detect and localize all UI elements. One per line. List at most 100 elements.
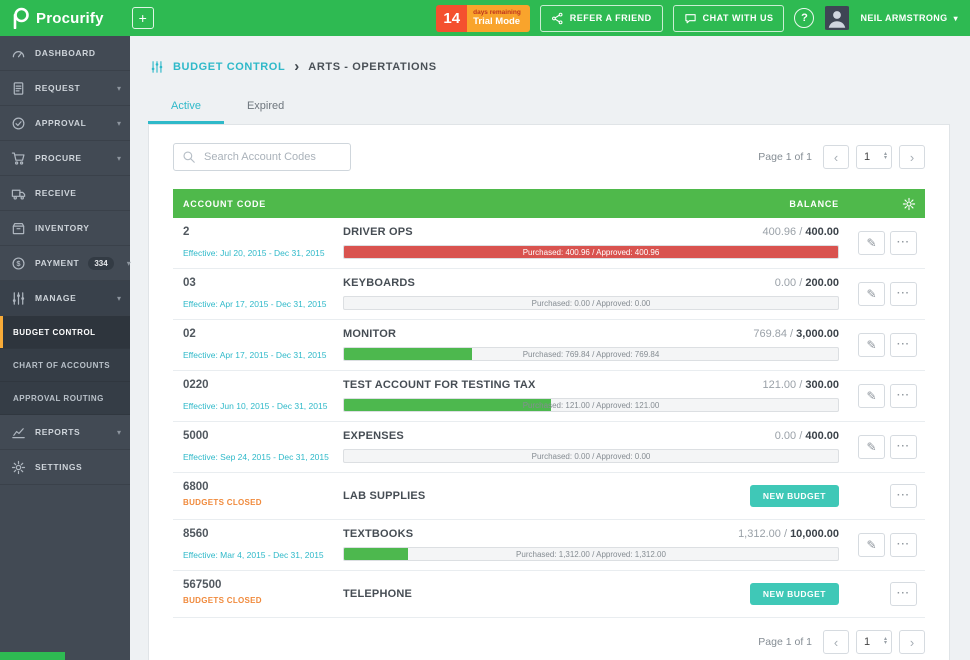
- stepper-arrows-icon[interactable]: ▴ ▾: [883, 151, 887, 161]
- sidebar-item-receive[interactable]: RECEIVE ▾: [0, 176, 130, 211]
- table-row: 8560 Effective: Mar 4, 2015 - Dec 31, 20…: [173, 520, 925, 571]
- edit-budget-button[interactable]: ✎: [858, 532, 885, 557]
- more-actions-button[interactable]: ···: [890, 332, 917, 357]
- balance-amounts: 769.84 / 3,000.00: [753, 328, 839, 340]
- budget-progress-label: Purchased: 1,312.00 / Approved: 1,312.00: [516, 549, 666, 559]
- approval-icon: [11, 116, 26, 131]
- user-menu[interactable]: NEIL ARMSTRONG ▾: [860, 13, 958, 23]
- budget-progress-label: Purchased: 0.00 / Approved: 0.00: [531, 451, 651, 461]
- ellipsis-icon: ···: [897, 287, 910, 299]
- breadcrumb-chevron-icon: ›: [294, 58, 300, 75]
- budget-progress-bar: Purchased: 1,312.00 / Approved: 1,312.00: [343, 547, 839, 561]
- sidebar-submenu-manage: BUDGET CONTROL CHART OF ACCOUNTS APPROVA…: [0, 316, 130, 415]
- reports-icon: [11, 425, 26, 440]
- edit-budget-button[interactable]: ✎: [858, 434, 885, 459]
- payment-icon: $: [11, 256, 26, 271]
- prev-page-button[interactable]: ‹: [823, 630, 849, 654]
- approved-limit: 200.00: [805, 277, 839, 289]
- sidebar-item-reports[interactable]: REPORTS ▾: [0, 415, 130, 450]
- sidebar-subitem-chart-of-accounts[interactable]: CHART OF ACCOUNTS: [0, 349, 130, 382]
- share-icon: [551, 12, 564, 25]
- account-code-cell: 8560 Effective: Mar 4, 2015 - Dec 31, 20…: [173, 528, 343, 561]
- more-actions-button[interactable]: ···: [890, 581, 917, 606]
- trial-badge[interactable]: 14 days remaining Trial Mode: [436, 4, 530, 32]
- edit-budget-button[interactable]: ✎: [858, 383, 885, 408]
- account-name: KEYBOARDS: [343, 277, 416, 289]
- dashboard-icon: [11, 46, 26, 61]
- more-actions-button[interactable]: ···: [890, 532, 917, 557]
- budget-progress-fill: [344, 348, 473, 360]
- chat-with-us-button[interactable]: CHAT WITH US: [672, 4, 785, 32]
- sidebar-item-label: REPORTS: [35, 427, 81, 437]
- user-name: NEIL ARMSTRONG: [860, 13, 948, 23]
- more-actions-button[interactable]: ···: [890, 383, 917, 408]
- prev-page-button[interactable]: ‹: [823, 145, 849, 169]
- sidebar-item-dashboard[interactable]: DASHBOARD ▾: [0, 36, 130, 71]
- effective-dates: Effective: Apr 17, 2015 - Dec 31, 2015: [183, 350, 327, 360]
- edit-budget-button[interactable]: ✎: [858, 230, 885, 255]
- account-name: EXPENSES: [343, 430, 404, 442]
- table-row: 5000 Effective: Sep 24, 2015 - Dec 31, 2…: [173, 422, 925, 473]
- quick-add-button[interactable]: +: [131, 7, 154, 29]
- trial-remaining-label: days remaining: [473, 9, 521, 16]
- account-code-cell: 0220 Effective: Jun 10, 2015 - Dec 31, 2…: [173, 379, 343, 412]
- sidebar-item-procure[interactable]: PROCURE ▾: [0, 141, 130, 176]
- more-actions-button[interactable]: ···: [890, 230, 917, 255]
- account-detail-cell: TELEPHONE NEW BUDGET: [343, 579, 839, 608]
- more-actions-button[interactable]: ···: [890, 281, 917, 306]
- next-page-button[interactable]: ›: [899, 145, 925, 169]
- budget-progress-label: Purchased: 769.84 / Approved: 769.84: [522, 349, 660, 359]
- sidebar-subitem-label: BUDGET CONTROL: [13, 327, 96, 337]
- table-toolbar: Page 1 of 1 ‹ 1 ▴▾ ›: [173, 143, 925, 171]
- search-input[interactable]: [173, 143, 351, 171]
- more-actions-button[interactable]: ···: [890, 434, 917, 459]
- effective-dates: Effective: Jul 20, 2015 - Dec 31, 2015: [183, 248, 325, 258]
- search-box: [173, 143, 351, 171]
- breadcrumb-budget-control[interactable]: BUDGET CONTROL: [173, 61, 286, 73]
- page-number-stepper[interactable]: 1 ▴ ▾: [856, 145, 892, 169]
- user-avatar[interactable]: [824, 6, 850, 30]
- tab-label: Expired: [246, 100, 285, 112]
- new-budget-button[interactable]: NEW BUDGET: [749, 582, 839, 605]
- purchased-amount: 1,312.00: [738, 528, 781, 540]
- help-button[interactable]: ?: [794, 8, 815, 28]
- pencil-icon: ✎: [866, 388, 877, 403]
- account-code: 03: [183, 277, 196, 289]
- sidebar-item-settings[interactable]: SETTINGS ▾: [0, 450, 130, 485]
- account-code-cell: 02 Effective: Apr 17, 2015 - Dec 31, 201…: [173, 328, 343, 361]
- new-budget-button[interactable]: NEW BUDGET: [749, 484, 839, 507]
- sidebar-subitem-budget-control[interactable]: BUDGET CONTROL: [0, 316, 130, 349]
- more-actions-button[interactable]: ···: [890, 483, 917, 508]
- sidebar-item-inventory[interactable]: INVENTORY ▾: [0, 211, 130, 246]
- row-actions: ✎ ···: [839, 379, 925, 412]
- pencil-icon: ✎: [866, 439, 877, 454]
- ellipsis-icon: ···: [897, 538, 910, 550]
- refer-a-friend-button[interactable]: REFER A FRIEND: [539, 4, 663, 32]
- table-settings-gear-icon[interactable]: [902, 197, 916, 211]
- account-name: LAB SUPPLIES: [343, 489, 426, 502]
- next-page-button[interactable]: ›: [899, 630, 925, 654]
- sidebar-subitem-approval-routing[interactable]: APPROVAL ROUTING: [0, 382, 130, 415]
- budget-progress-label: Purchased: 121.00 / Approved: 121.00: [522, 400, 660, 410]
- page-number-stepper[interactable]: 1 ▴ ▾: [856, 630, 892, 654]
- sidebar-item-manage[interactable]: MANAGE ▾: [0, 281, 130, 316]
- row-actions: ···: [839, 579, 925, 608]
- budget-progress-label: Purchased: 400.96 / Approved: 400.96: [522, 247, 660, 257]
- edit-budget-button[interactable]: ✎: [858, 281, 885, 306]
- row-actions: ✎ ···: [839, 277, 925, 310]
- purchased-amount: 0.00: [774, 430, 797, 442]
- approved-limit: 300.00: [805, 379, 839, 391]
- topbar-right: 14 days remaining Trial Mode REFER A FRI…: [436, 4, 958, 32]
- sidebar: DASHBOARD ▾ REQUEST ▾ APPROVAL ▾ PROCURE…: [0, 36, 131, 660]
- ellipsis-icon: ···: [897, 440, 910, 452]
- tab-expired[interactable]: Expired: [224, 91, 307, 124]
- current-page: 1: [864, 151, 871, 163]
- sidebar-item-label: DASHBOARD: [35, 48, 96, 58]
- table-row: 2 Effective: Jul 20, 2015 - Dec 31, 2015…: [173, 218, 925, 269]
- sidebar-item-request[interactable]: REQUEST ▾: [0, 71, 130, 106]
- sidebar-item-payment[interactable]: $ PAYMENT 334 ▾: [0, 246, 131, 281]
- stepper-arrows-icon[interactable]: ▴ ▾: [883, 636, 887, 646]
- edit-budget-button[interactable]: ✎: [858, 332, 885, 357]
- sidebar-item-approval[interactable]: APPROVAL ▾: [0, 106, 130, 141]
- tab-active[interactable]: Active: [148, 91, 224, 124]
